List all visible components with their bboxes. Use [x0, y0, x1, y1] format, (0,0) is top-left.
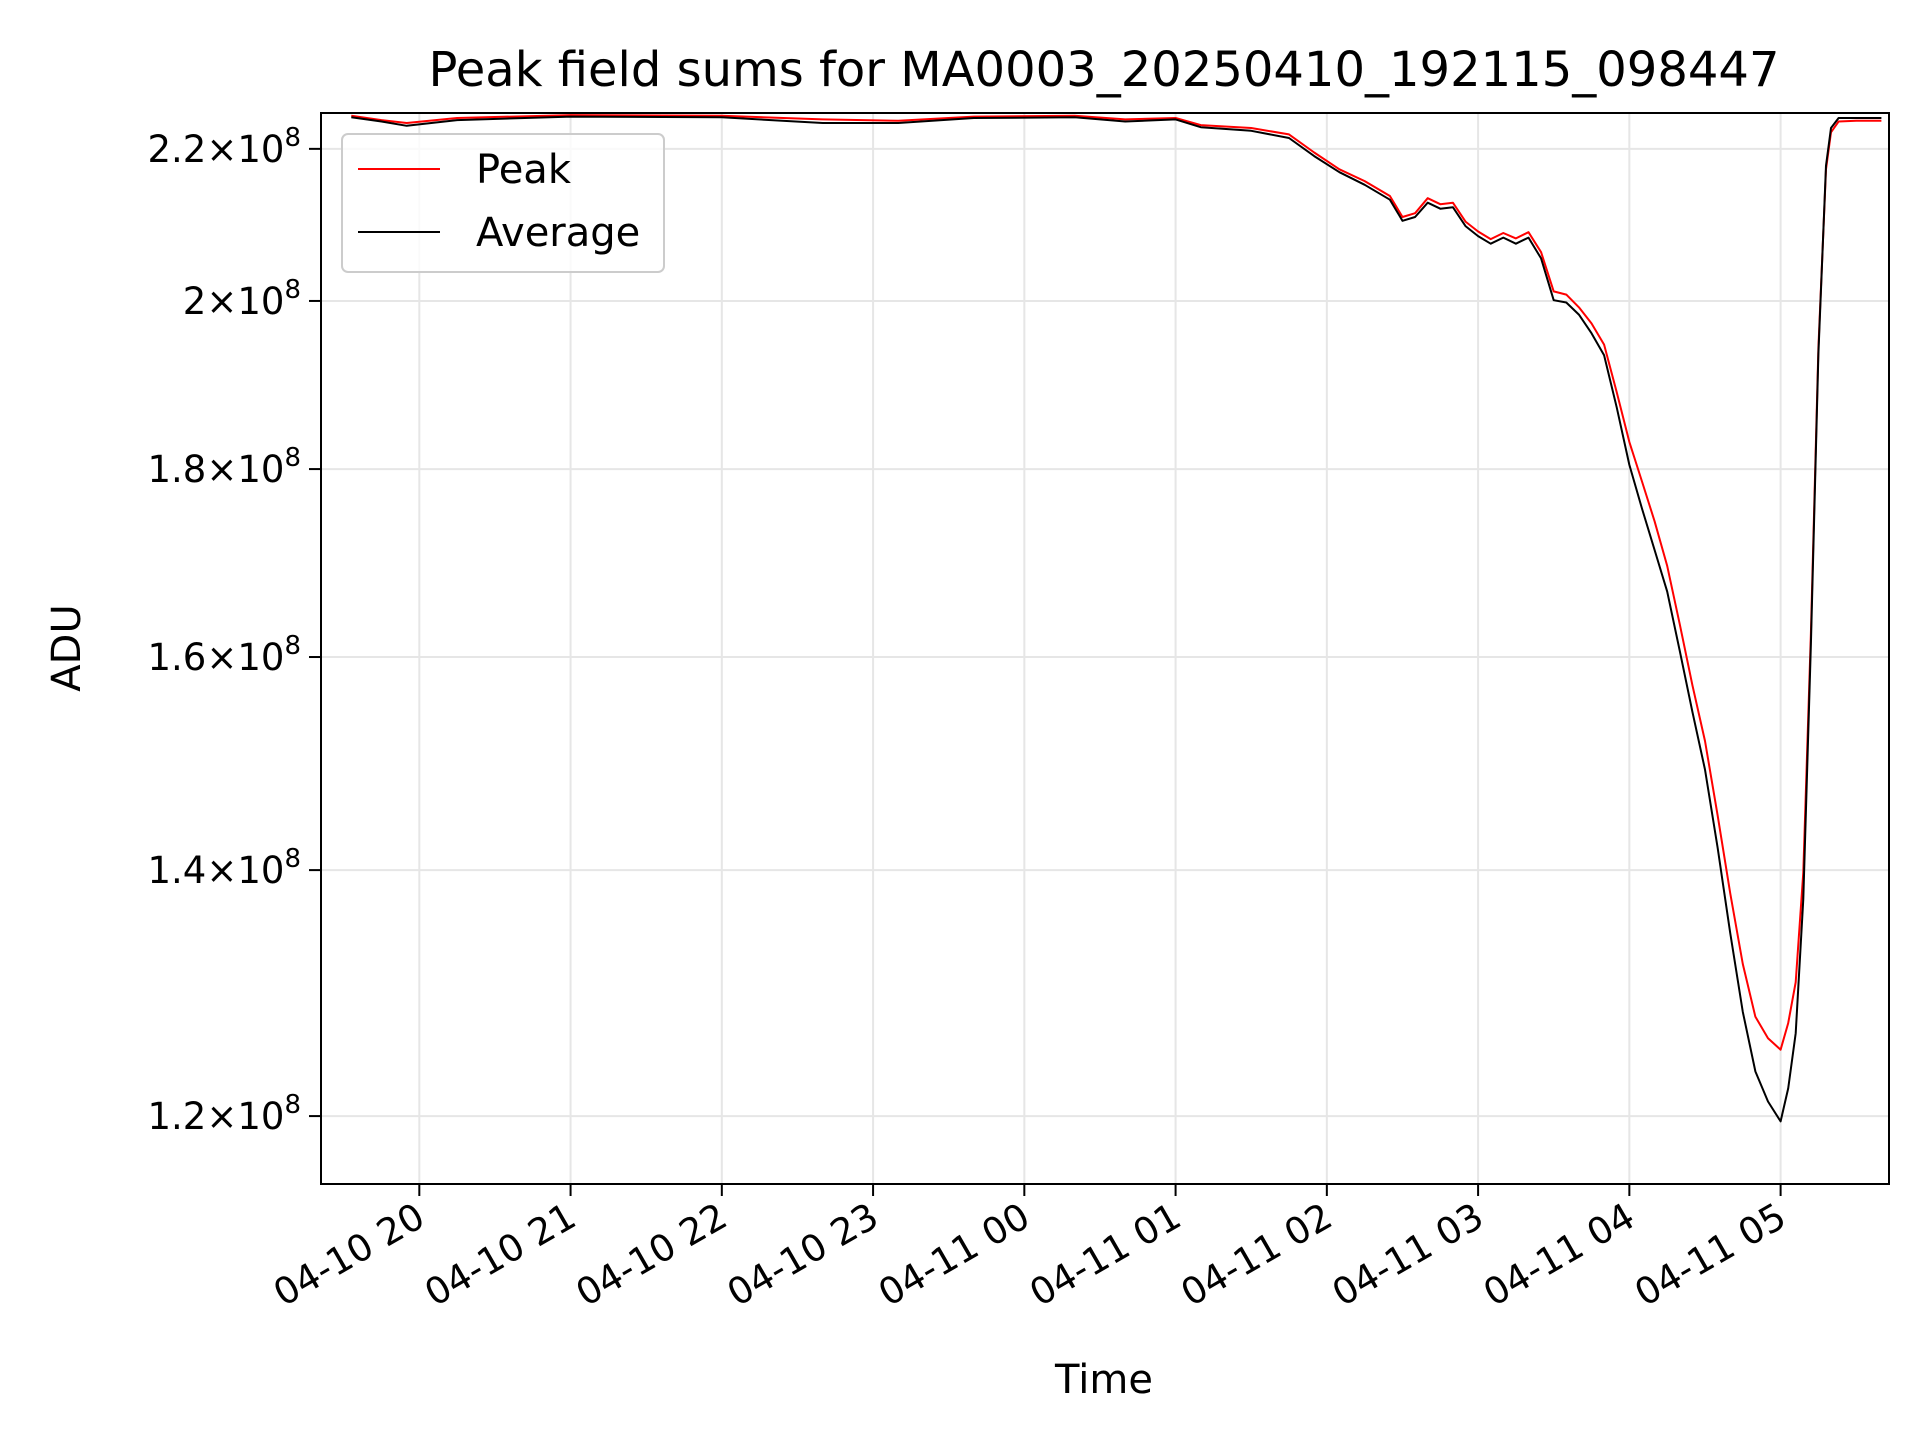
y-tick-mantissa: 2: [183, 280, 207, 323]
y-tick-mantissa: 1.4: [148, 849, 207, 892]
y-tick-mantissa: 2.2: [148, 128, 207, 171]
y-tick-exponent: 8: [284, 1090, 301, 1120]
series-line-average: [351, 115, 1882, 1123]
chart-title: Peak field sums for MA0003_20250410_1921…: [429, 42, 1780, 98]
y-tick-label: 1.4×108: [148, 844, 302, 892]
y-tick-mantissa: 1.8: [148, 448, 207, 491]
y-tick-exponent: 8: [284, 844, 301, 874]
x-tick-label: 04-10 22: [569, 1195, 735, 1315]
y-tick-base: 10: [237, 636, 284, 679]
y-tick-times: ×: [206, 448, 237, 491]
x-tick-label: 04-11 03: [1325, 1195, 1491, 1315]
y-tick-label: 1.2×108: [148, 1090, 302, 1138]
x-axis-title: Time: [1054, 1357, 1153, 1403]
y-tick-times: ×: [206, 128, 237, 171]
x-tick-label: 04-11 02: [1174, 1195, 1340, 1315]
x-tick-label: 04-11 00: [871, 1195, 1037, 1315]
y-tick-mantissa: 1.2: [148, 1095, 207, 1138]
legend-label-peak: Peak: [476, 147, 572, 193]
x-tick-label: 04-11 01: [1023, 1195, 1189, 1315]
y-tick-times: ×: [206, 280, 237, 323]
y-tick-exponent: 8: [284, 275, 301, 305]
y-tick-mantissa: 1.6: [148, 636, 207, 679]
y-tick-label: 1.8×108: [148, 443, 302, 491]
legend-label-average: Average: [476, 210, 640, 256]
x-tick-label: 04-11 05: [1628, 1195, 1794, 1315]
y-tick-exponent: 8: [284, 123, 301, 153]
y-tick-label: 2.2×108: [148, 123, 302, 171]
y-tick-label: 2×108: [183, 275, 301, 323]
y-tick-base: 10: [237, 448, 284, 491]
y-tick-times: ×: [206, 1095, 237, 1138]
y-tick-base: 10: [237, 1095, 284, 1138]
series-lines: [351, 114, 1882, 1123]
gridlines: [321, 113, 1889, 1184]
y-tick-label: 1.6×108: [148, 631, 302, 679]
series-line-peak: [351, 114, 1882, 1051]
y-tick-base: 10: [237, 128, 284, 171]
y-tick-exponent: 8: [284, 443, 301, 473]
x-tick-label: 04-10 21: [417, 1195, 583, 1315]
y-axis-title: ADU: [44, 604, 90, 691]
y-tick-base: 10: [237, 280, 284, 323]
y-tick-times: ×: [206, 636, 237, 679]
x-tick-label: 04-10 20: [266, 1195, 432, 1315]
plot-frame: [320, 112, 1890, 1185]
x-tick-label: 04-10 23: [720, 1195, 886, 1315]
y-tick-base: 10: [237, 849, 284, 892]
x-tick-label: 04-11 04: [1476, 1195, 1642, 1315]
y-tick-times: ×: [206, 849, 237, 892]
legend: Peak Average: [341, 133, 665, 273]
y-tick-exponent: 8: [284, 631, 301, 661]
